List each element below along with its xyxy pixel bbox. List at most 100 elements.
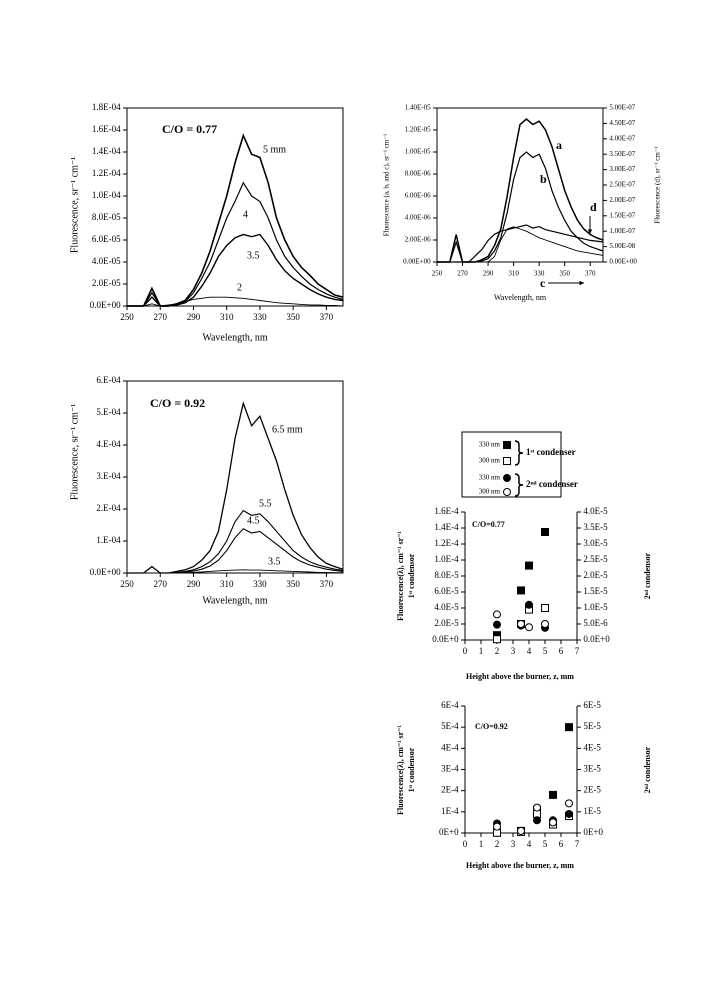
annotation: C/O = 0.92 [150,396,205,410]
data-point [517,620,525,628]
x-tick-label: 5 [543,839,548,849]
y-tick-label: 2.00E-06 [405,236,431,244]
data-point [541,620,549,628]
x-tick-label: 270 [457,270,468,278]
y-tick-label: 1.4E-04 [92,146,121,156]
y-axis-label: Fluorescence (a, b, and c), sr⁻¹ cm⁻¹ [383,134,391,236]
plot-frame [126,107,344,307]
y2-tick-label: 5.00E-07 [609,104,635,112]
legend-box [461,431,562,498]
y-tick-label: 1.00E-05 [405,148,431,156]
y-tick-label: 0.00E+00 [403,258,431,266]
y-axis-label: Fluorescence, sr⁻¹ cm⁻¹ [69,404,80,500]
y2-tick-label: 1.0E-5 [583,602,608,612]
y-tick-label: 3E-4 [441,764,459,774]
x-tick-label: 6 [559,839,564,849]
spectrum-line [127,233,344,307]
spectrum-line [437,224,604,263]
y2-axis-label: Fluorescence (d), sr⁻¹ cm⁻¹ [654,146,662,223]
y2-tick-label: 3.0E-5 [583,538,608,548]
y2-tick-label: 6E-5 [583,700,601,710]
y-tick-label: 0.0E+00 [90,567,121,577]
x-axis-label: Wavelength, nm [494,293,547,302]
spectrum-line [437,151,604,263]
data-point [541,528,549,536]
curve-label: 4.5 [247,515,260,526]
x-axis-label: Wavelength, nm [202,332,268,343]
data-point [517,586,525,595]
y-tick-label: 2.0E-05 [92,278,121,288]
y2-tick-label: 4E-5 [583,742,601,752]
y-tick-label: 8.0E-5 [434,570,459,580]
x-tick-label: 2 [495,646,500,656]
y-tick-label: 8.00E-06 [405,170,431,178]
data-point [493,610,501,619]
y-tick-label: 1.6E-4 [434,506,459,516]
x-tick-label: 330 [253,312,267,322]
x-tick-label: 3 [511,646,516,656]
legend-marker [503,457,511,465]
spectrum-line [127,528,344,574]
legend-marker [503,441,511,449]
x-tick-label: 0 [463,839,468,849]
y2-tick-label: 0E+0 [583,827,603,837]
legend-label: 300 nm [479,457,501,465]
legend-label: 330 nm [479,441,501,449]
y-tick-label: 4.0E-05 [92,256,121,266]
y-tick-label: 8.0E-05 [92,212,121,222]
spectrum-line [127,569,343,574]
x-tick-label: 270 [153,312,167,322]
x-tick-label: 0 [463,646,468,656]
y2-tick-label: 1.5E-5 [583,586,608,596]
data-point [565,723,573,732]
data-point [549,790,557,799]
data-point [525,600,533,609]
y-tick-label: 2.E-04 [96,503,121,513]
y-tick-label: 1.2E-4 [434,538,459,548]
x-tick-label: 1 [479,839,484,849]
y2-axis-label: 2ⁿᵈ condensor [643,746,652,793]
y2-tick-label: 3.50E-07 [609,150,635,158]
y2-tick-label: 3.00E-07 [609,165,635,173]
y-tick-label: 4.0E-5 [434,602,459,612]
x-tick-label: 270 [153,579,167,589]
legend-marker [503,474,511,482]
y2-tick-label: 2.0E-5 [583,570,608,580]
data-point [565,799,573,808]
x-tick-label: 310 [508,270,519,278]
legend-label: 330 nm [479,474,501,482]
data-point [517,826,525,835]
x-tick-label: 350 [286,312,300,322]
y-tick-label: 4E-4 [441,742,459,752]
y2-tick-label: 0.0E+0 [583,634,610,644]
x-tick-label: 370 [320,579,334,589]
x-tick-label: 250 [120,579,134,589]
y-tick-label: 4.E-04 [96,439,121,449]
y2-tick-label: 1.50E-07 [609,211,635,219]
y-tick-label: 0.0E+00 [90,300,121,310]
curve-label: 5 mm [263,144,286,155]
x-tick-label: 5 [543,646,548,656]
x-tick-label: 7 [575,646,580,656]
x-axis-label: Wavelength, nm [202,595,268,606]
y2-tick-label: 2.00E-07 [609,196,635,204]
curve-label: 3.5 [268,556,281,567]
y2-tick-label: 2E-5 [583,785,601,795]
y2-tick-label: 1.00E-07 [609,227,635,235]
spectrum-line [127,509,344,574]
legend-marker [503,488,511,496]
spectrum-line [127,133,344,307]
data-point [541,604,549,612]
annotation: C/O=0.77 [472,520,505,529]
spectrum-line [127,181,344,307]
x-tick-label: 290 [187,312,201,322]
annotation: C/O=0.92 [475,722,508,731]
x-tick-label: 350 [559,270,570,278]
y2-tick-label: 3E-5 [583,764,601,774]
y-tick-label: 1.20E-05 [405,126,431,134]
y2-tick-label: 2.5E-5 [583,554,608,564]
y-tick-label: 1.8E-04 [92,102,121,112]
y-tick-label: 5E-4 [441,721,459,731]
